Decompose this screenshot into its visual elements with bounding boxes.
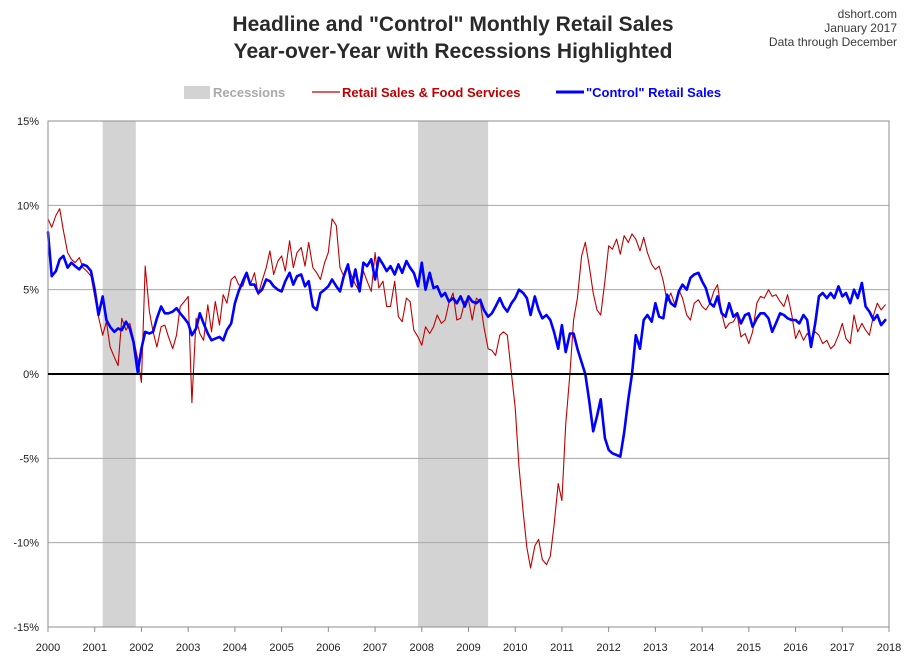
legend-label-control-sales: "Control" Retail Sales <box>586 85 721 100</box>
x-tick-label-2008: 2008 <box>410 642 434 654</box>
series-lines <box>46 208 887 569</box>
legend-label-retail-sales: Retail Sales & Food Services <box>342 85 520 100</box>
y-tick-label-3: 0% <box>23 369 39 381</box>
chart-subtitle: Year-over-Year with Recessions Highlight… <box>234 40 673 63</box>
x-tick-label-2005: 2005 <box>269 642 293 654</box>
y-tick-label-2: 5% <box>23 285 39 297</box>
x-tick-label-2007: 2007 <box>363 642 387 654</box>
axes: 15% 10% 5% 0% -5% -10% -15% 2000 2001 2002 2003 200… <box>13 116 901 654</box>
x-tick-label-2017: 2017 <box>830 642 854 654</box>
x-tick-label-2011: 2011 <box>550 642 574 654</box>
legend-swatch-recessions <box>184 86 210 99</box>
legend: Recessions Retail Sales & Food Services … <box>184 85 721 100</box>
source-line-date: January 2017 <box>824 21 897 35</box>
x-tick-label-2015: 2015 <box>737 642 761 654</box>
x-tick-label-2006: 2006 <box>316 642 340 654</box>
source-line-through: Data through December <box>769 35 897 49</box>
x-tick-label-2002: 2002 <box>129 642 153 654</box>
x-tick-label-2000: 2000 <box>36 642 60 654</box>
x-tick-label-2009: 2009 <box>456 642 480 654</box>
y-tick-label-5: -10% <box>13 538 39 550</box>
x-tick-label-2016: 2016 <box>783 642 807 654</box>
x-tick-label-2003: 2003 <box>176 642 200 654</box>
y-tick-label-6: -15% <box>13 622 39 634</box>
x-tick-label-2013: 2013 <box>643 642 667 654</box>
series-line-control-sales <box>46 231 887 458</box>
y-tick-label-4: -5% <box>19 453 39 465</box>
legend-label-recessions: Recessions <box>213 85 285 100</box>
y-tick-label-1: 10% <box>17 200 39 212</box>
x-tick-label-2012: 2012 <box>596 642 620 654</box>
x-tick-label-2018: 2018 <box>877 642 901 654</box>
source-line-site: dshort.com <box>838 7 897 21</box>
x-tick-label-2010: 2010 <box>503 642 527 654</box>
x-tick-label-2014: 2014 <box>690 642 714 654</box>
chart-title: Headline and "Control" Monthly Retail Sa… <box>232 13 673 36</box>
x-tick-label-2004: 2004 <box>223 642 247 654</box>
y-tick-label-0: 15% <box>17 116 39 128</box>
x-tick-label-2001: 2001 <box>82 642 106 654</box>
